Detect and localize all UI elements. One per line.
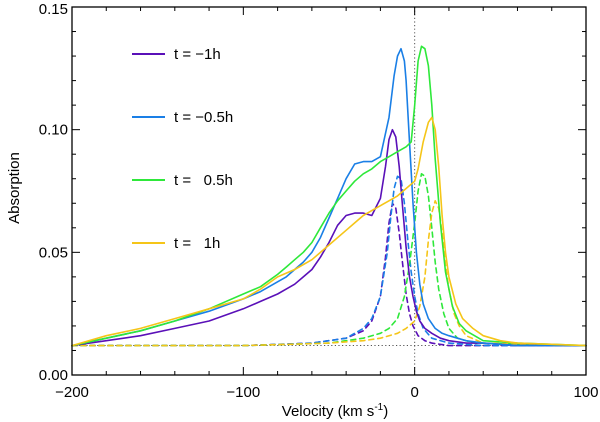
legend: t = −1h t = −0.5h t = 0.5h t = 1h xyxy=(132,46,233,252)
x-axis-title-unit-exponent: -1 xyxy=(374,402,383,413)
x-tick-label: 100 xyxy=(573,384,598,401)
y-tick-label: 0.00 xyxy=(39,367,68,384)
legend-label: t = 1h xyxy=(174,235,220,252)
series-line-solid xyxy=(71,128,587,347)
x-tick-label: 0 xyxy=(410,384,418,401)
series-line-solid xyxy=(71,45,587,347)
legend-label: t = −0.5h xyxy=(174,109,233,126)
series-line-solid xyxy=(71,47,587,347)
legend-label: t = −1h xyxy=(174,46,221,63)
legend-label: t = 0.5h xyxy=(174,172,233,189)
series-line-dashed xyxy=(71,202,587,347)
reference-lines xyxy=(72,7,586,375)
x-axis-title: Velocity (km s-1) xyxy=(282,402,388,420)
x-axis-title-main: Velocity (km s xyxy=(282,403,375,420)
x-tick-label: −200 xyxy=(55,384,89,401)
y-tick-label: 0.10 xyxy=(39,122,68,139)
x-tick-label: −100 xyxy=(226,384,260,401)
series-line-dashed xyxy=(71,200,587,347)
y-tick-label: 0.15 xyxy=(39,1,68,18)
series-group xyxy=(71,45,587,347)
y-tick-label: 0.05 xyxy=(39,244,68,261)
series-line-dashed xyxy=(71,175,587,347)
plot-frame xyxy=(71,6,587,376)
series-line-solid xyxy=(71,116,587,347)
y-axis-title: Absorption xyxy=(6,152,23,224)
series-line-dashed xyxy=(71,173,587,347)
axis-ticks: −200 −100 0 100 0.00 0.05 0.10 0.15 xyxy=(39,1,599,401)
x-axis-title-suffix: ) xyxy=(383,403,388,420)
